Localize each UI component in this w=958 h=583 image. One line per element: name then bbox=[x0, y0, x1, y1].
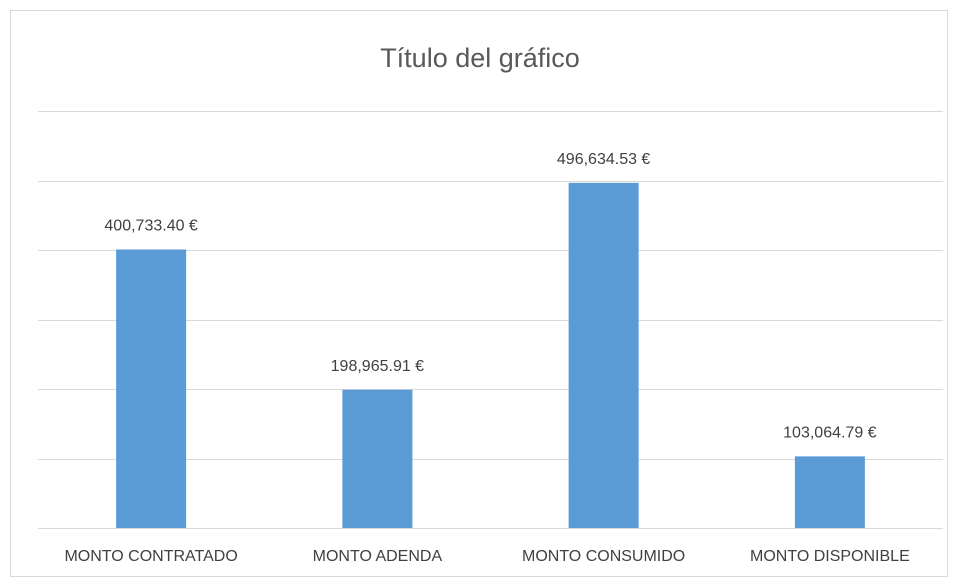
x-tick-label: MONTO CONTRATADO bbox=[64, 548, 237, 565]
x-tick-label: MONTO DISPONIBLE bbox=[750, 548, 910, 565]
data-label: 496,634.53 € bbox=[557, 151, 651, 168]
bar bbox=[568, 182, 639, 529]
chart-title: Título del gráfico bbox=[380, 43, 580, 73]
bar bbox=[794, 456, 865, 528]
x-tick-label: MONTO ADENDA bbox=[313, 548, 443, 565]
bar bbox=[342, 389, 413, 528]
data-label: 198,965.91 € bbox=[331, 358, 425, 375]
x-tick-label: MONTO CONSUMIDO bbox=[522, 548, 685, 565]
bar bbox=[116, 249, 187, 528]
data-label: 400,733.40 € bbox=[104, 218, 198, 235]
data-label: 103,064.79 € bbox=[783, 425, 877, 442]
